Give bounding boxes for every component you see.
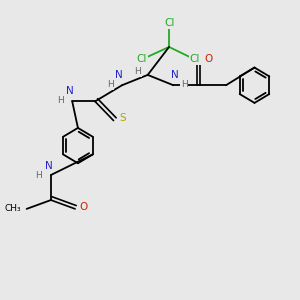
Text: O: O: [205, 54, 213, 64]
Text: N: N: [65, 86, 73, 96]
Text: O: O: [80, 202, 88, 212]
Text: H: H: [35, 170, 42, 179]
Text: Cl: Cl: [137, 54, 147, 64]
Text: H: H: [134, 68, 141, 76]
Text: H: H: [57, 96, 64, 105]
Text: H: H: [107, 80, 113, 89]
Text: Cl: Cl: [190, 54, 200, 64]
Text: S: S: [119, 113, 126, 123]
Text: N: N: [116, 70, 123, 80]
Text: N: N: [45, 161, 52, 171]
Text: H: H: [181, 80, 188, 89]
Text: CH₃: CH₃: [4, 204, 21, 213]
Text: Cl: Cl: [164, 18, 174, 28]
Text: N: N: [171, 70, 178, 80]
